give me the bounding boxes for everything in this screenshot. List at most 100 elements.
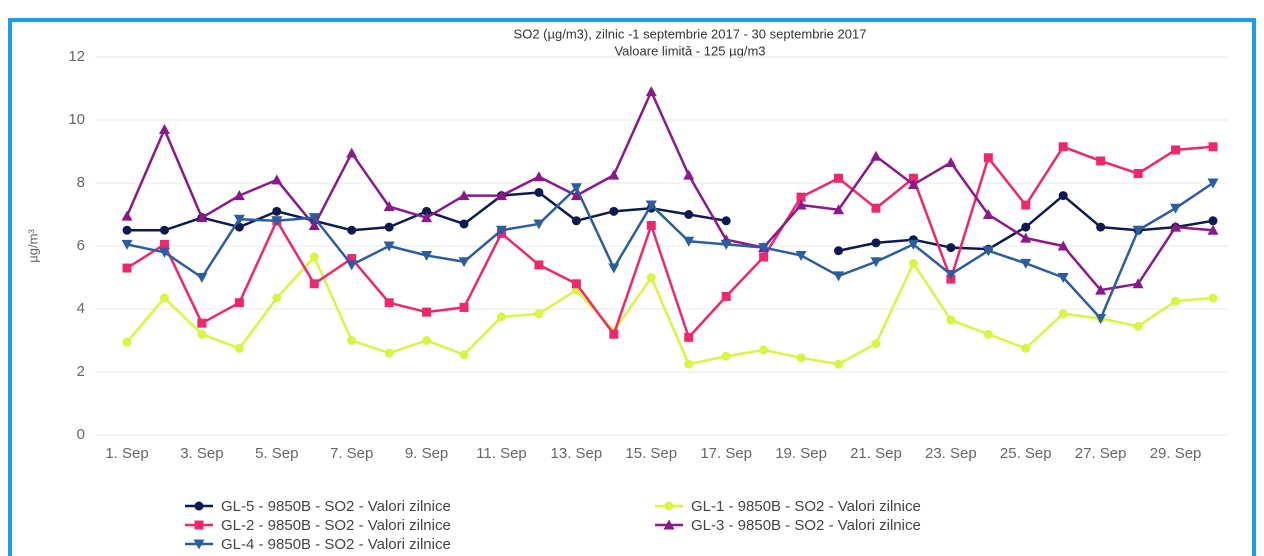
marker [121,210,133,221]
marker [1095,284,1107,295]
marker [384,348,394,358]
marker [1171,145,1181,155]
marker [871,203,881,213]
marker [945,157,957,168]
x-tick-label: 17. Sep [700,445,753,462]
marker [533,171,545,182]
marker [346,147,358,158]
marker [609,329,619,339]
marker [570,190,582,201]
marker [122,225,132,235]
marker [833,204,845,215]
marker [833,271,845,282]
marker [721,351,731,361]
marker [1021,222,1031,232]
marker [196,273,208,283]
marker [1208,293,1218,303]
marker [983,153,993,163]
x-tick-label: 21. Sep [850,445,902,462]
frame [8,18,1256,556]
x-tick-label: 11. Sep [476,445,527,462]
marker [234,343,244,353]
x-tick-label: 19. Sep [775,445,827,462]
marker [646,221,656,231]
chart-title: SO2 (µg/m3), zilnic -1 septembrie 2017 -… [514,26,867,41]
legend-marker [663,519,675,530]
marker [720,239,732,250]
marker [347,336,357,345]
marker [458,190,470,201]
x-tick-label: 5. Sep [255,445,299,462]
marker [271,216,283,227]
marker [1057,273,1069,283]
marker [608,263,620,274]
x-tick-label: 25. Sep [999,445,1052,462]
marker [1132,278,1144,289]
marker [759,345,769,355]
legend-label: GL-2 - 9850B - SO2 - Valori zilnice [221,517,451,534]
marker [122,337,132,347]
marker [459,219,469,229]
marker [908,258,918,268]
marker [383,241,395,252]
marker [309,279,319,289]
marker [982,209,994,219]
marker [796,353,806,363]
marker [871,238,881,248]
marker [758,243,770,254]
marker [1208,142,1218,152]
marker [870,150,882,161]
marker [1021,200,1031,210]
chart-subtitle: Valoare limită - 125 µg/m3 [614,43,765,58]
marker [982,246,994,257]
marker [983,329,993,339]
legend-label: GL-3 - 9850B - SO2 - Valori zilnice [691,517,921,534]
marker [1171,296,1181,306]
marker [795,199,807,210]
marker [346,260,358,271]
x-tick-label: 13. Sep [550,445,603,462]
marker [347,254,357,264]
marker [196,212,208,223]
marker [422,336,432,345]
y-tick-label: 12 [68,48,85,65]
marker [946,243,956,253]
marker [759,252,769,262]
legend-marker [193,539,205,550]
legend-marker [664,501,674,511]
marker [571,279,581,289]
marker [383,201,395,212]
marker [945,269,957,280]
marker [234,298,244,308]
x-tick-label: 23. Sep [925,445,977,462]
marker [121,239,133,250]
marker [1096,222,1106,232]
marker [272,293,282,303]
marker [1208,216,1218,226]
marker [533,219,545,230]
marker [683,169,695,180]
legend-label: GL-4 - 9850B - SO2 - Valori zilnice [221,536,451,553]
marker [570,183,582,194]
marker [459,350,469,360]
marker [796,192,806,202]
marker [122,263,132,273]
marker [683,236,695,247]
marker [870,257,882,268]
y-tick-label: 10 [68,111,85,128]
y-tick-label: 0 [77,426,85,443]
y-tick-label: 4 [77,300,85,317]
marker [1132,225,1144,236]
legend-marker [194,520,204,530]
marker [609,206,619,216]
marker [795,250,807,261]
marker [871,339,881,349]
legend-marker [194,501,204,511]
marker [309,252,319,262]
marker [308,213,320,224]
marker [459,302,469,312]
y-tick-label: 6 [77,237,85,254]
marker [1207,178,1219,189]
